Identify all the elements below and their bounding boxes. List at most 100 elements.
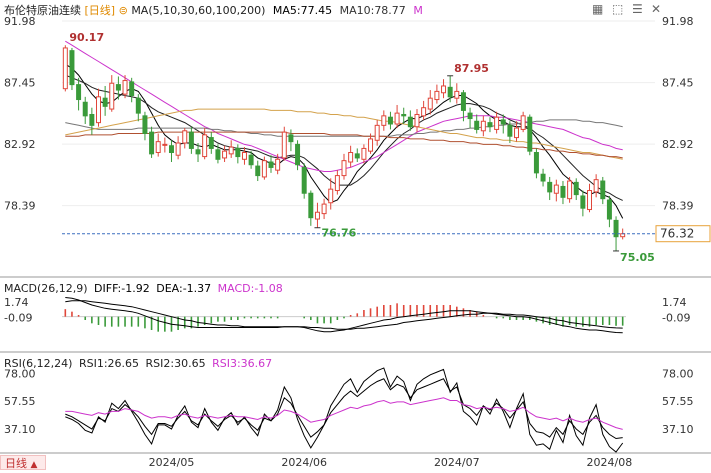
rsi-tick-left: 37.10 bbox=[4, 423, 36, 436]
candle-body bbox=[129, 81, 135, 96]
low-label-1: 76.76 bbox=[321, 227, 356, 240]
candle-body bbox=[600, 180, 606, 200]
candle-body bbox=[560, 185, 566, 198]
candle-body bbox=[414, 113, 420, 128]
candle-body bbox=[368, 138, 374, 152]
candle-body bbox=[202, 134, 208, 158]
candle-body bbox=[613, 219, 619, 238]
candle-body bbox=[474, 120, 480, 130]
macd-dea-value: DEA:-1.37 bbox=[156, 282, 212, 295]
candle-body bbox=[122, 80, 128, 95]
candle-body bbox=[215, 149, 221, 160]
candle-body bbox=[308, 192, 314, 219]
candle-body bbox=[288, 134, 294, 143]
macd-histogram-value: MACD:-1.08 bbox=[217, 282, 283, 295]
candle-body bbox=[467, 112, 473, 120]
candle-body bbox=[593, 179, 599, 193]
macd-diff-value: DIFF:-1.92 bbox=[94, 282, 150, 295]
candle-body bbox=[341, 160, 347, 177]
candle-body bbox=[374, 124, 380, 141]
candle-body bbox=[301, 166, 307, 194]
candle-body bbox=[168, 145, 174, 154]
candle-body bbox=[235, 147, 241, 158]
rsi-panel bbox=[65, 367, 624, 453]
period-label[interactable]: [日线] bbox=[84, 4, 116, 17]
price-tick-left: 78.39 bbox=[4, 200, 36, 213]
ma-label: MA(5,10,30,60,100,200) bbox=[131, 4, 266, 17]
candle-body bbox=[500, 119, 506, 125]
chart-legend: 布伦特原油连续 [日线] ⊜ MA(5,10,30,60,100,200) MA… bbox=[4, 2, 423, 18]
dea-line bbox=[65, 300, 623, 330]
price-tick-left: 91.98 bbox=[4, 15, 36, 28]
rsi-title: RSI(6,12,24) bbox=[4, 357, 73, 370]
rsi2-line bbox=[65, 378, 623, 440]
rsi-legend: RSI(6,12,24) RSI1:26.65 RSI2:30.65 RSI3:… bbox=[4, 357, 272, 370]
x-tick-label: 2024/08 bbox=[587, 456, 633, 469]
candle-body bbox=[480, 120, 486, 132]
candle-body bbox=[334, 175, 340, 192]
price-tick-left: 82.92 bbox=[4, 138, 36, 151]
rsi-tick-right: 37.10 bbox=[662, 423, 694, 436]
close-icon[interactable]: ✕ bbox=[651, 2, 662, 16]
candle-body bbox=[460, 92, 466, 111]
price-tick-right: 82.92 bbox=[662, 138, 694, 151]
candle-body bbox=[115, 84, 121, 91]
candle-body bbox=[441, 85, 447, 94]
settings-icon[interactable]: ⊜ bbox=[118, 4, 128, 17]
more-ma-toggle[interactable]: M bbox=[413, 4, 423, 17]
candle-body bbox=[527, 116, 533, 152]
candle-body bbox=[580, 195, 586, 209]
menu-icon[interactable]: ☰ bbox=[632, 2, 643, 16]
high-label-1: 90.17 bbox=[69, 31, 104, 44]
candle-body bbox=[155, 141, 161, 154]
high-label-2: 87.95 bbox=[454, 62, 489, 75]
chevron-up-icon: ▲ bbox=[30, 460, 38, 470]
rsi1-value: RSI1:26.65 bbox=[78, 357, 140, 370]
candle-body bbox=[295, 143, 301, 166]
rsi1-line bbox=[65, 367, 624, 453]
candle-body bbox=[434, 90, 440, 101]
candle-body bbox=[255, 165, 261, 177]
low-label-2: 75.05 bbox=[620, 251, 655, 264]
ma5-line bbox=[65, 63, 624, 219]
candle-body bbox=[507, 124, 513, 137]
candle-body bbox=[540, 173, 546, 182]
x-tick-label: 2024/07 bbox=[434, 456, 480, 469]
price-tick-right: 78.39 bbox=[662, 200, 694, 213]
rsi-tick-right: 78.00 bbox=[662, 367, 694, 380]
period-tab-label: 日线 bbox=[5, 457, 27, 470]
candle-body bbox=[149, 131, 155, 155]
candle-body bbox=[135, 97, 141, 114]
candle-body bbox=[142, 115, 148, 134]
axis-labels: 91.98 91.98 87.45 87.45 82.92 82.92 78.39 78.39… bbox=[4, 15, 694, 469]
candle-body bbox=[494, 116, 500, 130]
candle-body bbox=[62, 47, 68, 90]
candle-body bbox=[587, 190, 592, 211]
rsi3-value: RSI3:36.67 bbox=[212, 357, 273, 370]
candle-body bbox=[268, 161, 274, 168]
candle-body bbox=[321, 203, 327, 215]
candle-body bbox=[261, 160, 267, 178]
ma10-line bbox=[65, 74, 623, 201]
candle-body bbox=[109, 82, 115, 110]
candle-body bbox=[361, 147, 367, 160]
rsi-tick-left: 57.55 bbox=[4, 395, 36, 408]
grid-icon[interactable]: ▦ bbox=[592, 2, 604, 16]
candle-body bbox=[241, 152, 247, 160]
price-tick-right: 87.45 bbox=[662, 77, 694, 90]
ma30-line bbox=[65, 40, 623, 172]
candle-body bbox=[162, 143, 168, 146]
fit-icon[interactable]: ⬚ bbox=[612, 2, 624, 16]
candle-body bbox=[567, 180, 573, 200]
candle-body bbox=[421, 107, 427, 117]
price-tick-left: 87.45 bbox=[4, 77, 36, 90]
candle-body bbox=[314, 211, 320, 220]
candle-body bbox=[354, 153, 360, 159]
candle-body bbox=[381, 115, 387, 126]
candle-body bbox=[281, 131, 287, 159]
x-tick-label: 2024/05 bbox=[149, 456, 195, 469]
candle-body bbox=[182, 130, 188, 144]
ma10-value: MA10:78.77 bbox=[339, 4, 406, 17]
rsi-tick-left: 78.00 bbox=[4, 367, 36, 380]
